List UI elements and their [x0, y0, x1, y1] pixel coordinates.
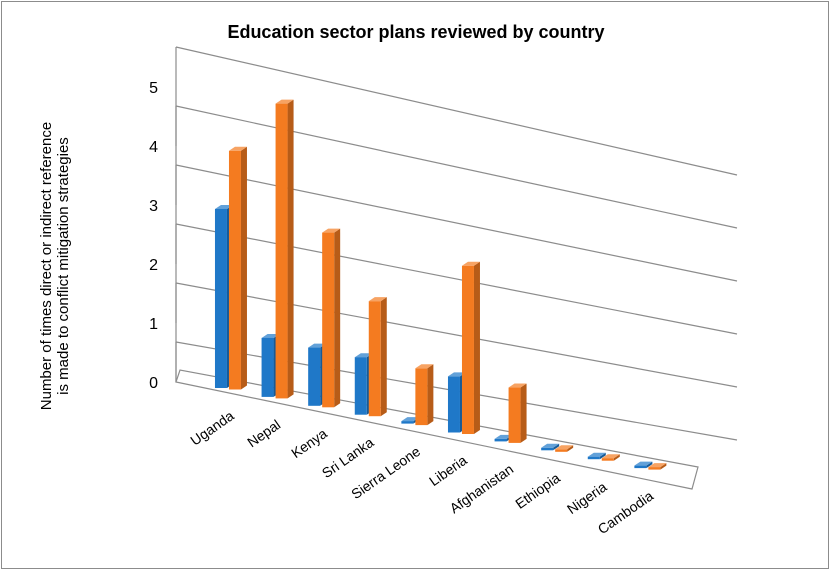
bar-top: [461, 261, 480, 266]
bar: [415, 368, 428, 426]
bar: [261, 337, 274, 397]
bar-top: [275, 99, 294, 104]
bar-side: [553, 443, 560, 451]
bar: [228, 150, 241, 390]
bar-side: [473, 261, 480, 435]
bar: [275, 103, 288, 399]
bar-side: [613, 454, 620, 461]
bar-top: [555, 445, 574, 450]
gridline: [175, 164, 738, 282]
bar: [648, 467, 661, 470]
bar-side: [599, 452, 606, 460]
bar: [447, 376, 460, 433]
bar: [322, 232, 335, 408]
bar-top: [261, 333, 280, 338]
bar-top: [214, 204, 233, 209]
bar: [587, 456, 600, 460]
bar-top: [368, 297, 387, 302]
bar: [555, 449, 568, 452]
chart-title: Education sector plans reviewed by count…: [227, 22, 605, 42]
x-tick-label: Nepal: [244, 416, 283, 450]
bar: [308, 347, 321, 406]
bar-side: [380, 297, 387, 417]
bar-top: [587, 452, 606, 457]
bar-top: [401, 417, 420, 422]
x-tick-label: Nigeria: [564, 478, 610, 517]
y-tick-label: 5: [149, 80, 158, 97]
bar-top: [354, 353, 373, 358]
y-tick-label: 4: [149, 139, 158, 156]
bar: [601, 458, 614, 461]
bar-side: [334, 228, 341, 408]
bar-top: [634, 461, 653, 466]
x-tick-label: Kenya: [288, 425, 330, 461]
bar-top: [308, 343, 327, 348]
bar-top: [447, 372, 466, 377]
bar: [401, 421, 414, 424]
gridline: [175, 46, 738, 176]
bar-top: [541, 443, 560, 448]
bar-side: [287, 99, 294, 399]
bar: [354, 357, 367, 415]
gridline: [175, 223, 738, 335]
bar: [508, 387, 521, 443]
bar: [494, 438, 507, 442]
bar: [461, 265, 474, 435]
bar-side: [520, 383, 527, 443]
bar-top: [601, 454, 620, 459]
gridline: [175, 282, 738, 388]
bar-top: [228, 146, 247, 151]
bar-top: [322, 228, 341, 233]
y-tick-label: 0: [149, 375, 158, 392]
x-tick-label: Uganda: [187, 407, 237, 448]
bar: [214, 208, 227, 389]
bar-top: [648, 463, 667, 468]
bar-side: [660, 463, 667, 470]
bar-side: [567, 445, 574, 452]
x-tick-label: Ethiopia: [512, 470, 563, 512]
bar: [368, 301, 381, 417]
bar: [634, 465, 647, 469]
chart-floor: [175, 369, 699, 490]
bar: [541, 447, 554, 451]
bar-top: [508, 383, 527, 388]
y-tick-label: 2: [149, 257, 158, 274]
bar-side: [240, 146, 247, 390]
y-tick-label: 1: [149, 316, 158, 333]
gridline: [175, 105, 738, 229]
x-tick-label: Liberia: [426, 452, 470, 489]
y-tick-label: 3: [149, 198, 158, 215]
bar-side: [646, 461, 653, 469]
bar-side: [427, 364, 434, 426]
bar-top: [415, 364, 434, 369]
bar-top: [494, 434, 513, 439]
